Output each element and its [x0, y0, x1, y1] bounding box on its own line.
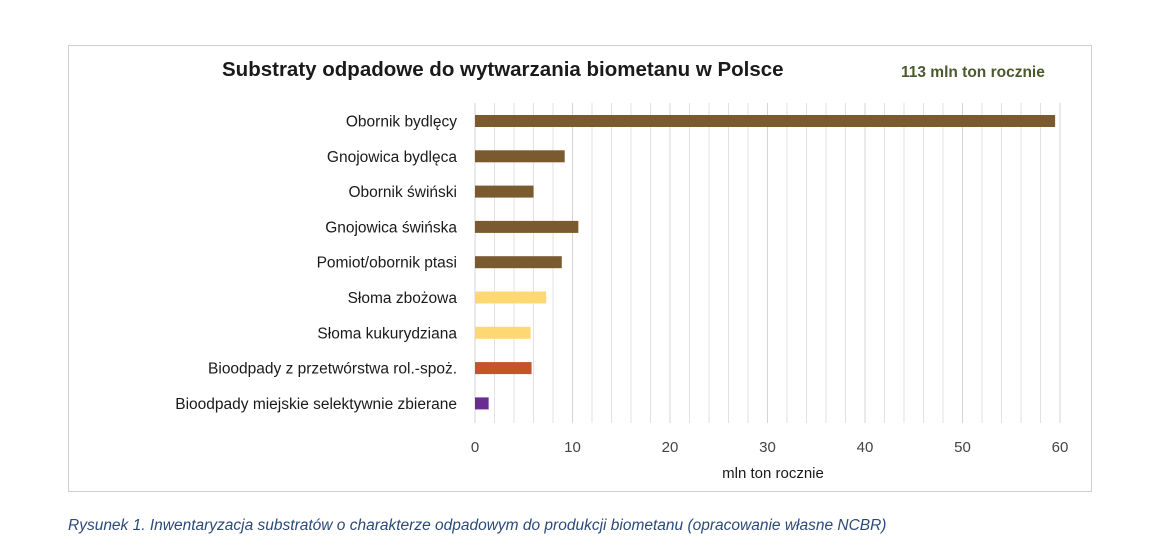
bar [475, 362, 532, 375]
tick-labels: 0 10 20 30 40 50 60 [471, 439, 1069, 456]
category-labels: Obornik bydlęcy Gnojowica bydlęca Obornik … [175, 114, 457, 413]
category-label: Bioodpady z przetwórstwa rol.-spoż. [208, 361, 457, 378]
bars [475, 115, 1056, 410]
bar [475, 326, 531, 339]
x-tick-label: 50 [954, 439, 971, 456]
x-tick-label: 20 [662, 439, 679, 456]
category-label: Gnojowica świńska [325, 219, 457, 236]
bar [475, 397, 489, 410]
category-label: Gnojowica bydlęca [327, 149, 457, 166]
total-annotation: 113 mln ton rocznie [901, 64, 1045, 81]
x-tick-label: 30 [759, 439, 776, 456]
bar [475, 185, 534, 198]
category-label: Słoma kukurydziana [317, 325, 457, 342]
bar [475, 256, 562, 269]
x-tick-label: 10 [564, 439, 581, 456]
figure-caption: Rysunek 1. Inwentaryzacja substratów o c… [68, 517, 887, 534]
category-label: Pomiot/obornik ptasi [317, 255, 457, 272]
x-axis-title: mln ton rocznie [722, 465, 824, 482]
category-label: Bioodpady miejskie selektywnie zbierane [175, 396, 457, 413]
category-label: Obornik bydlęcy [346, 114, 457, 131]
x-tick-label: 40 [857, 439, 874, 456]
bar [475, 220, 579, 233]
bar [475, 115, 1056, 127]
category-label: Słoma zbożowa [348, 290, 458, 307]
x-tick-label: 60 [1052, 439, 1069, 456]
chart-title: Substraty odpadowe do wytwarzania biomet… [222, 58, 784, 81]
bar [475, 150, 565, 163]
bar [475, 291, 547, 304]
x-tick-label: 0 [471, 439, 479, 456]
category-label: Obornik świński [348, 184, 457, 201]
